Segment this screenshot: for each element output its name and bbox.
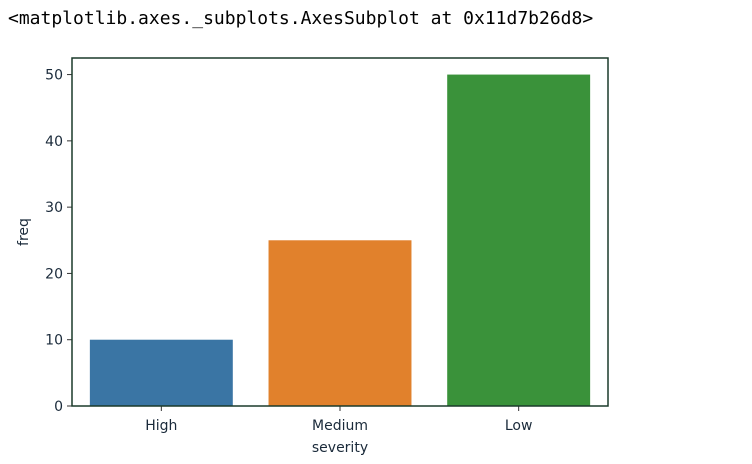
x-tick-label: Medium [312, 418, 368, 434]
y-axis-label: freq [16, 218, 32, 246]
y-tick-label: 40 [45, 134, 63, 150]
x-axis-label: severity [312, 440, 368, 456]
y-ticks-group: 0 10 20 30 40 50 [45, 68, 72, 415]
axes-frame [71, 57, 609, 407]
bar-high [89, 339, 233, 406]
x-tick-label: Low [505, 418, 533, 434]
y-tick-label: 50 [45, 68, 63, 84]
output-repr-text: <matplotlib.axes._subplots.AxesSubplot a… [8, 8, 594, 29]
y-tick-label: 20 [45, 266, 63, 282]
bar-low [447, 74, 591, 407]
y-tick-label: 10 [45, 333, 63, 349]
y-tick-label: 0 [54, 399, 63, 415]
y-tick-label: 30 [45, 200, 63, 216]
bar-medium [268, 240, 412, 406]
bars-group [89, 74, 591, 407]
x-tick-label: High [145, 418, 177, 434]
x-ticks-group: High Medium Low [145, 406, 532, 434]
